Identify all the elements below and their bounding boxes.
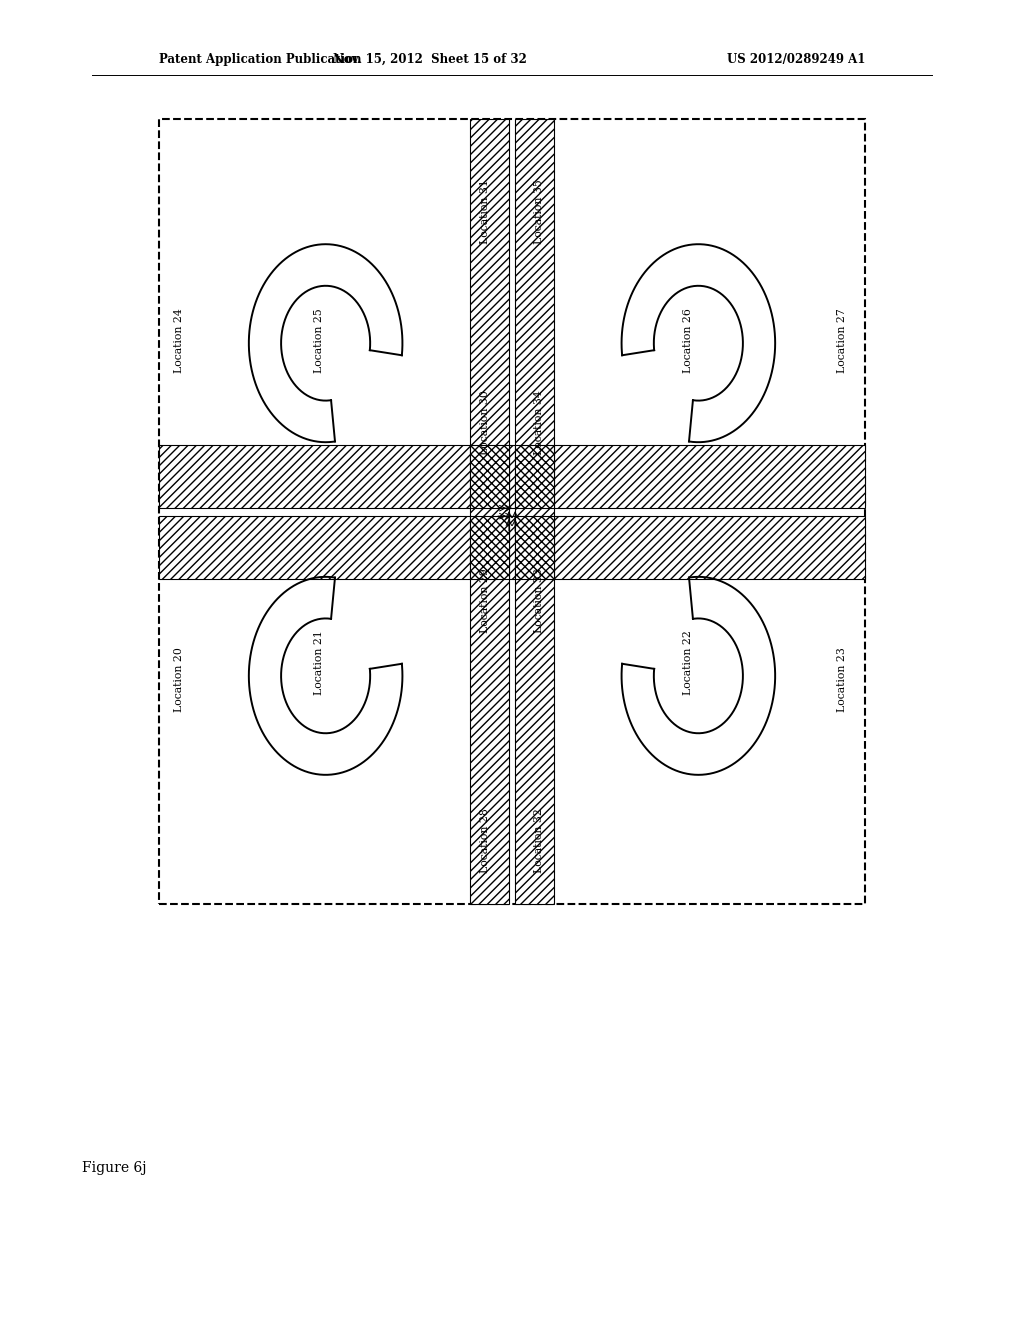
Text: Location 27: Location 27 xyxy=(837,308,847,374)
Text: Location 23: Location 23 xyxy=(837,647,847,713)
Text: Patent Application Publication: Patent Application Publication xyxy=(159,53,361,66)
Text: Location 20: Location 20 xyxy=(174,647,184,713)
Text: US 2012/0289249 A1: US 2012/0289249 A1 xyxy=(727,53,865,66)
Text: Location 21: Location 21 xyxy=(314,630,325,696)
Text: Location 26: Location 26 xyxy=(683,308,693,374)
Bar xyxy=(159,516,865,579)
Bar xyxy=(470,119,509,904)
Bar xyxy=(515,119,554,904)
Bar xyxy=(159,119,865,904)
Text: Location 24: Location 24 xyxy=(174,308,184,374)
Text: Location 22: Location 22 xyxy=(683,630,693,696)
Bar xyxy=(159,445,865,508)
Bar xyxy=(515,516,554,579)
Text: Location 32: Location 32 xyxy=(534,808,544,874)
Text: Location 25: Location 25 xyxy=(314,308,325,374)
Bar xyxy=(470,516,509,579)
Text: Location 34: Location 34 xyxy=(534,389,544,455)
Text: Location 35: Location 35 xyxy=(534,178,544,244)
Text: Figure 6j: Figure 6j xyxy=(82,1162,146,1175)
Text: Location 29: Location 29 xyxy=(480,568,490,634)
Bar xyxy=(470,445,509,508)
Text: Nov. 15, 2012  Sheet 15 of 32: Nov. 15, 2012 Sheet 15 of 32 xyxy=(333,53,527,66)
Text: Location 30: Location 30 xyxy=(480,389,490,455)
Text: Location 28: Location 28 xyxy=(480,808,490,874)
Text: Location 31: Location 31 xyxy=(480,178,490,244)
Bar xyxy=(515,445,554,508)
Text: Location 33: Location 33 xyxy=(534,568,544,634)
